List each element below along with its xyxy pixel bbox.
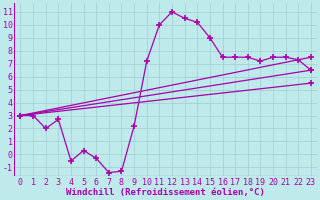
- X-axis label: Windchill (Refroidissement éolien,°C): Windchill (Refroidissement éolien,°C): [66, 188, 265, 197]
